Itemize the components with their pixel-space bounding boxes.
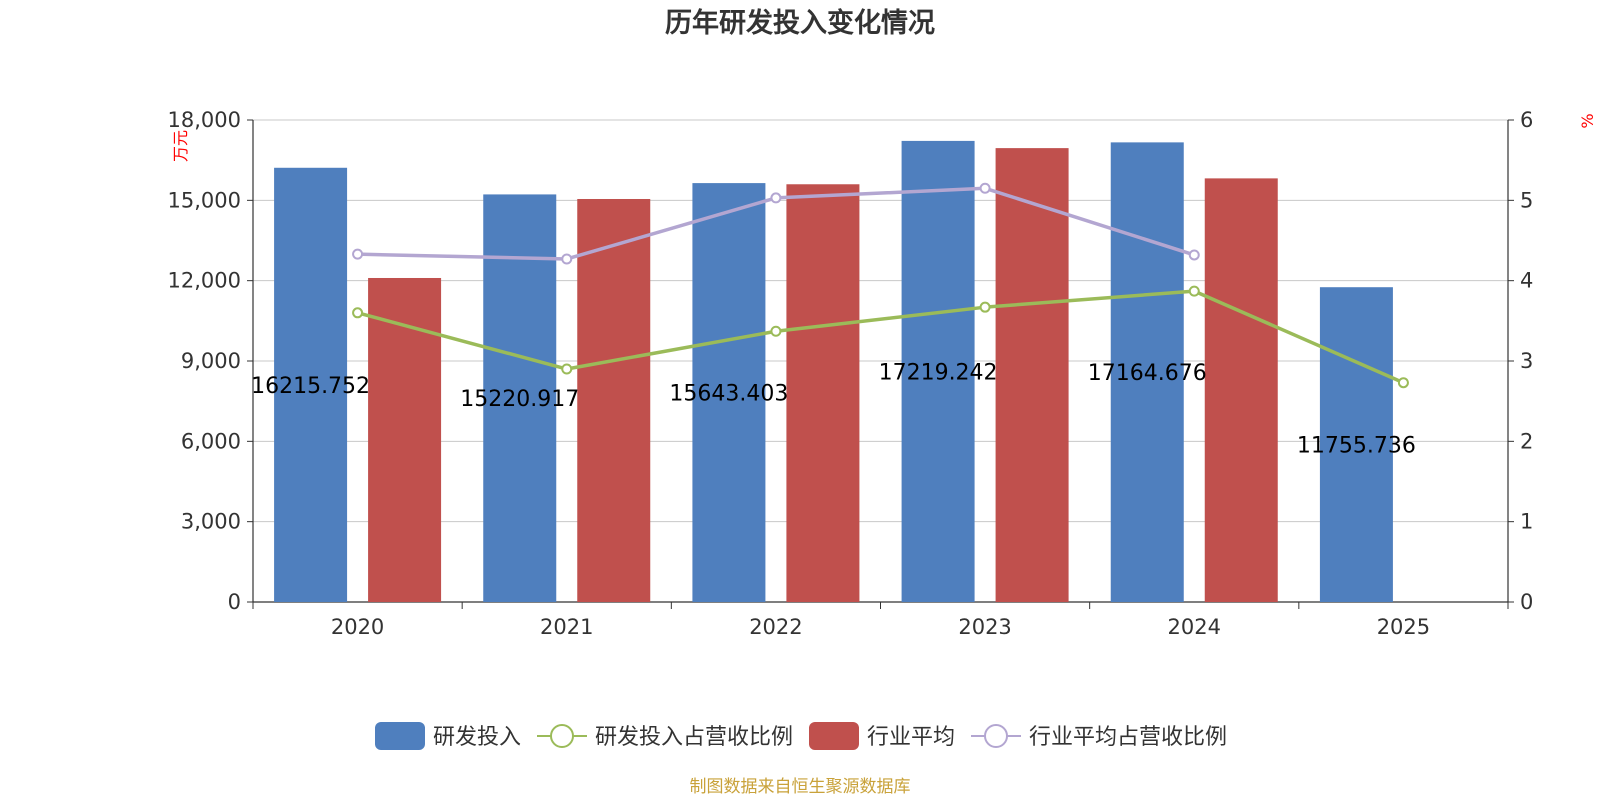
x-tick-label: 2025 — [1377, 615, 1430, 639]
right-tick-label: 6 — [1520, 108, 1533, 132]
data-label: 11755.736 — [1297, 434, 1416, 459]
bars — [274, 140, 1393, 603]
legend-swatch — [375, 722, 425, 750]
lines — [352, 182, 1409, 389]
point-研发投入占营收比例[interactable] — [770, 325, 782, 337]
right-axis-unit: % — [1578, 113, 1597, 128]
line-研发投入占营收比例 — [357, 289, 1405, 385]
left-tick-label: 3,000 — [181, 510, 241, 534]
bar-行业平均-2024[interactable] — [1204, 178, 1278, 602]
point-行业平均占营收比例[interactable] — [561, 253, 573, 265]
data-label: 17164.676 — [1088, 361, 1207, 386]
right-tick-label: 5 — [1520, 188, 1533, 212]
x-tick-label: 2020 — [331, 615, 384, 639]
left-tick-label: 6,000 — [181, 429, 241, 453]
right-tick-label: 3 — [1520, 349, 1533, 373]
legend-item-研发投入[interactable]: 研发投入 — [375, 722, 521, 750]
legend-label: 研发投入 — [433, 725, 521, 750]
point-行业平均占营收比例[interactable] — [979, 182, 991, 194]
x-tick-label: 2021 — [540, 615, 593, 639]
chart-title: 历年研发投入变化情况 — [665, 7, 935, 39]
bar-研发投入-2022[interactable] — [692, 183, 766, 602]
left-tick-label: 18,000 — [168, 108, 241, 132]
x-tick-label: 2022 — [749, 615, 802, 639]
bar-研发投入-2024[interactable] — [1110, 142, 1184, 603]
legend-label: 行业平均占营收比例 — [1029, 725, 1227, 750]
left-tick-label: 12,000 — [168, 269, 241, 293]
bar-行业平均-2021[interactable] — [577, 198, 651, 602]
point-研发投入占营收比例[interactable] — [1397, 377, 1409, 389]
left-tick-label: 15,000 — [168, 188, 241, 212]
data-label: 15220.917 — [460, 387, 579, 412]
left-axis-unit: 万元 — [171, 130, 190, 162]
right-tick-label: 2 — [1520, 429, 1533, 453]
bar-研发投入-2020[interactable] — [274, 167, 348, 602]
point-行业平均占营收比例[interactable] — [352, 248, 364, 260]
legend-item-行业平均占营收比例[interactable]: 行业平均占营收比例 — [971, 724, 1227, 750]
x-tick-label: 2024 — [1168, 615, 1221, 639]
legend-marker — [550, 724, 574, 748]
right-tick-label: 1 — [1520, 510, 1533, 534]
data-label: 15643.403 — [669, 382, 788, 407]
data-label: 17219.242 — [879, 360, 998, 385]
bar-研发投入-2021[interactable] — [483, 194, 557, 602]
point-研发投入占营收比例[interactable] — [1188, 285, 1200, 297]
point-研发投入占营收比例[interactable] — [979, 301, 991, 313]
point-行业平均占营收比例[interactable] — [770, 192, 782, 204]
left-tick-label: 9,000 — [181, 349, 241, 373]
point-行业平均占营收比例[interactable] — [1188, 249, 1200, 261]
x-tick-label: 2023 — [958, 615, 1011, 639]
bar-研发投入-2025[interactable] — [1319, 287, 1393, 602]
data-labels: 16215.752 15220.917 15643.403 17219.242 1716… — [251, 360, 1416, 458]
right-tick-label: 4 — [1520, 269, 1533, 293]
point-研发投入占营收比例[interactable] — [352, 307, 364, 319]
bar-研发投入-2023[interactable] — [901, 140, 975, 602]
legend-swatch — [809, 722, 859, 750]
bar-行业平均-2022[interactable] — [786, 184, 860, 602]
left-tick-label: 0 — [228, 590, 241, 614]
axes: 0 3,000 6,000 9,000 12,000 15,000 18,000 0 1 2 3 4 5… — [168, 108, 1534, 639]
legend-label: 行业平均 — [867, 725, 955, 750]
legend[interactable]: 研发投入 研发投入占营收比例 行业平均 行业平均占营收比例 — [375, 722, 1227, 750]
data-label: 16215.752 — [251, 374, 370, 399]
point-研发投入占营收比例[interactable] — [561, 363, 573, 375]
legend-item-行业平均[interactable]: 行业平均 — [809, 722, 955, 750]
data-source: 制图数据来自恒生聚源数据库 — [690, 777, 911, 797]
legend-marker — [984, 724, 1008, 748]
right-tick-label: 0 — [1520, 590, 1533, 614]
legend-item-研发投入占营收比例[interactable]: 研发投入占营收比例 — [537, 724, 793, 750]
bar-行业平均-2023[interactable] — [995, 148, 1069, 602]
grid-lines — [253, 119, 1508, 603]
legend-label: 研发投入占营收比例 — [595, 725, 793, 750]
